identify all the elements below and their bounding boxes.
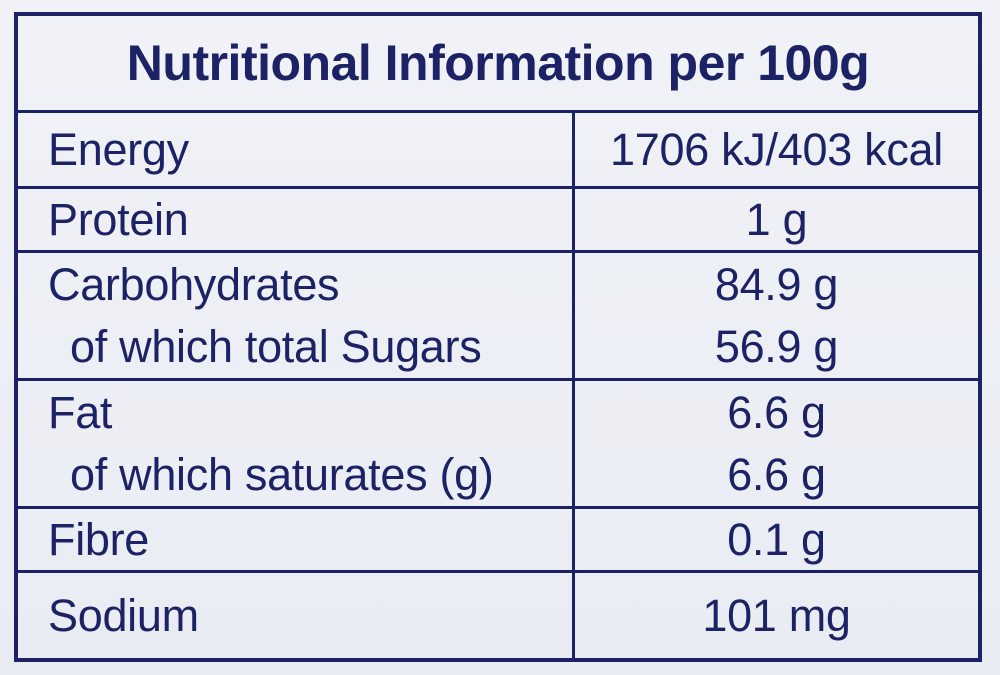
row-sodium-value: 101 mg xyxy=(575,570,978,658)
row-energy-name: Energy xyxy=(18,110,575,186)
row-fat-name: Fat of which saturates (g) xyxy=(18,378,575,506)
nutrient-sublabel: of which saturates (g) xyxy=(70,448,494,500)
nutrient-subvalue: 6.6 g xyxy=(727,448,826,500)
nutrient-label: Carbohydrates xyxy=(48,258,340,310)
row-protein-value: 1 g xyxy=(575,186,978,250)
row-fibre-value: 0.1 g xyxy=(575,506,978,570)
row-carbohydrates-name: Carbohydrates of which total Sugars xyxy=(18,250,575,378)
nutrient-value: 0.1 g xyxy=(727,513,826,565)
row-fat-value: 6.6 g 6.6 g xyxy=(575,378,978,506)
row-energy-value: 1706 kJ/403 kcal xyxy=(575,110,978,186)
nutrition-table: Nutritional Information per 100g Energy … xyxy=(14,12,982,662)
row-fibre-name: Fibre xyxy=(18,506,575,570)
nutrient-label: Fibre xyxy=(48,513,150,565)
table-title-cell: Nutritional Information per 100g xyxy=(18,16,978,110)
row-carbohydrates-value: 84.9 g 56.9 g xyxy=(575,250,978,378)
row-protein-name: Protein xyxy=(18,186,575,250)
nutrient-label: Sodium xyxy=(48,589,199,641)
nutrient-value: 101 mg xyxy=(702,589,851,641)
nutrient-subvalue: 56.9 g xyxy=(714,320,839,372)
nutrient-value: 1 g xyxy=(745,193,808,245)
nutrient-value: 84.9 g xyxy=(714,258,839,310)
table-title: Nutritional Information per 100g xyxy=(126,35,870,91)
nutrient-sublabel: of which total Sugars xyxy=(70,320,482,372)
nutrient-value: 6.6 g xyxy=(727,386,826,438)
nutrient-value: 1706 kJ/403 kcal xyxy=(610,123,943,175)
row-sodium-name: Sodium xyxy=(18,570,575,658)
nutrient-label: Protein xyxy=(48,193,189,245)
nutrient-label: Energy xyxy=(48,123,189,175)
nutrient-label: Fat xyxy=(48,386,113,438)
